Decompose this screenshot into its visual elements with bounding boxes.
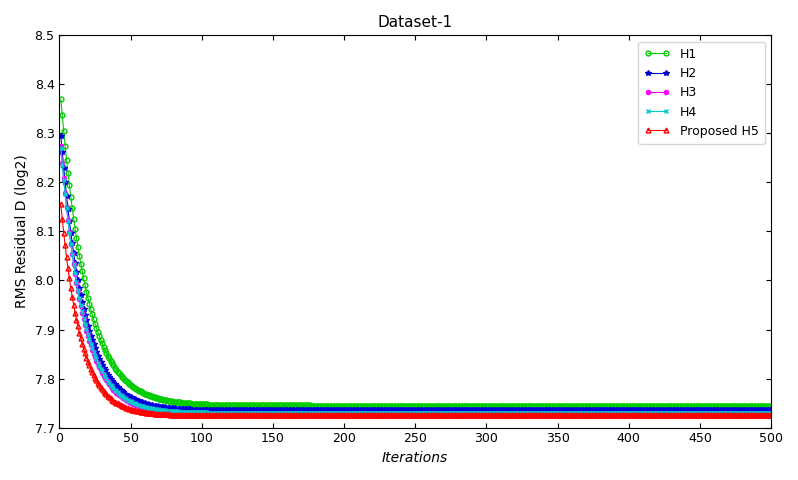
H3 [479, 411, 488, 417]
H1 [766, 403, 776, 408]
H2 [440, 408, 450, 413]
Title: Dataset-1: Dataset-1 [377, 15, 452, 30]
H3 [56, 143, 65, 148]
H2 [393, 408, 403, 413]
H2 [766, 408, 776, 413]
H3 [764, 411, 774, 417]
Proposed H5 [739, 412, 749, 418]
H2 [397, 408, 407, 413]
H1 [393, 403, 403, 408]
H4 [440, 410, 450, 416]
H4 [766, 410, 776, 416]
Line: H4: H4 [58, 145, 773, 415]
X-axis label: Iterations: Iterations [382, 451, 448, 465]
H4 [397, 410, 407, 416]
H2 [56, 133, 65, 139]
H4 [56, 145, 65, 151]
Proposed H5 [766, 412, 776, 418]
Proposed H5 [56, 202, 65, 207]
H4 [479, 410, 488, 416]
Y-axis label: RMS Residual D (log2): RMS Residual D (log2) [15, 155, 29, 308]
Line: Proposed H5: Proposed H5 [58, 202, 773, 418]
Proposed H5 [638, 412, 648, 418]
H3 [749, 411, 759, 417]
H1 [56, 96, 65, 102]
H3 [638, 411, 648, 417]
H1 [638, 403, 648, 408]
Proposed H5 [397, 412, 407, 418]
H3 [440, 411, 450, 417]
Line: H2: H2 [58, 133, 774, 413]
Legend: H1, H2, H3, H4, Proposed H5: H1, H2, H3, H4, Proposed H5 [638, 42, 764, 144]
H1 [397, 403, 407, 408]
H4 [749, 410, 759, 416]
H1 [479, 403, 488, 408]
Proposed H5 [440, 412, 450, 418]
H1 [749, 403, 759, 408]
H3 [397, 411, 407, 417]
Proposed H5 [751, 412, 760, 418]
H3 [766, 411, 776, 417]
Proposed H5 [393, 412, 403, 418]
Proposed H5 [479, 412, 488, 418]
H2 [479, 408, 488, 413]
Line: H3: H3 [59, 144, 773, 416]
H3 [393, 411, 403, 417]
H1 [440, 403, 450, 408]
H4 [638, 410, 648, 416]
H2 [638, 408, 648, 413]
Line: H1: H1 [58, 96, 773, 408]
H4 [393, 410, 403, 416]
H2 [749, 408, 759, 413]
